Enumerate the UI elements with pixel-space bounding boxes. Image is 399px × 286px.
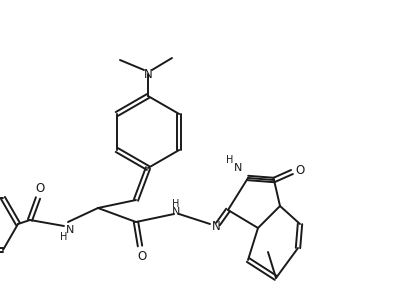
Text: H: H <box>226 155 234 165</box>
Text: O: O <box>36 182 45 196</box>
Text: H: H <box>172 199 180 209</box>
Text: N: N <box>211 219 220 233</box>
Text: N: N <box>144 67 152 80</box>
Text: O: O <box>295 164 304 176</box>
Text: N: N <box>66 225 74 235</box>
Text: H: H <box>60 232 68 242</box>
Text: N: N <box>234 163 242 173</box>
Text: N: N <box>172 207 180 217</box>
Text: O: O <box>137 249 146 263</box>
